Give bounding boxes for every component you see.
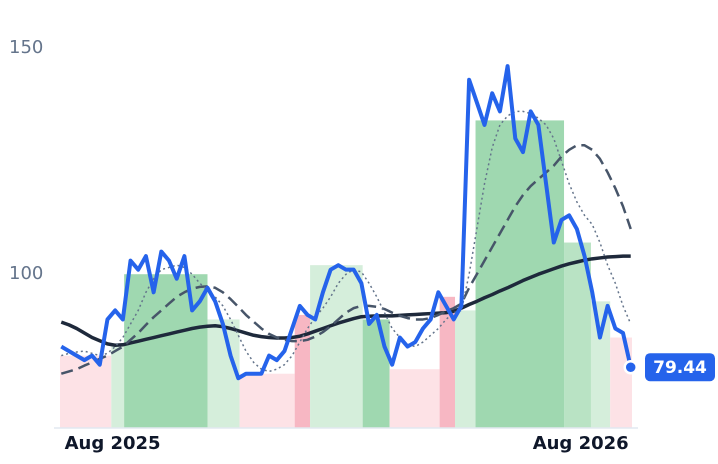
trend-band	[389, 369, 440, 428]
trend-band	[362, 319, 390, 428]
trend-band	[455, 310, 476, 428]
trend-band	[111, 346, 125, 428]
trend-band	[294, 314, 311, 428]
y-tick-label: 100	[9, 263, 43, 284]
trend-band	[310, 265, 363, 428]
trend-band	[239, 373, 295, 428]
trend-band	[590, 301, 611, 428]
price-line	[60, 254, 631, 347]
trend-band	[475, 120, 565, 428]
trend-band	[439, 296, 456, 428]
price-line	[60, 64, 633, 381]
trend-band	[124, 274, 208, 428]
last-value-label: 79.44	[653, 358, 707, 378]
trend-band	[610, 337, 632, 428]
trend-band	[207, 319, 240, 428]
y-tick-label: 150	[9, 37, 43, 58]
price-line	[60, 144, 632, 375]
x-tick-label: Aug 2025	[65, 433, 161, 454]
last-point	[623, 359, 638, 375]
last-value-badge	[645, 353, 715, 382]
x-tick-label: Aug 2026	[533, 433, 629, 454]
trend-band	[60, 355, 112, 428]
